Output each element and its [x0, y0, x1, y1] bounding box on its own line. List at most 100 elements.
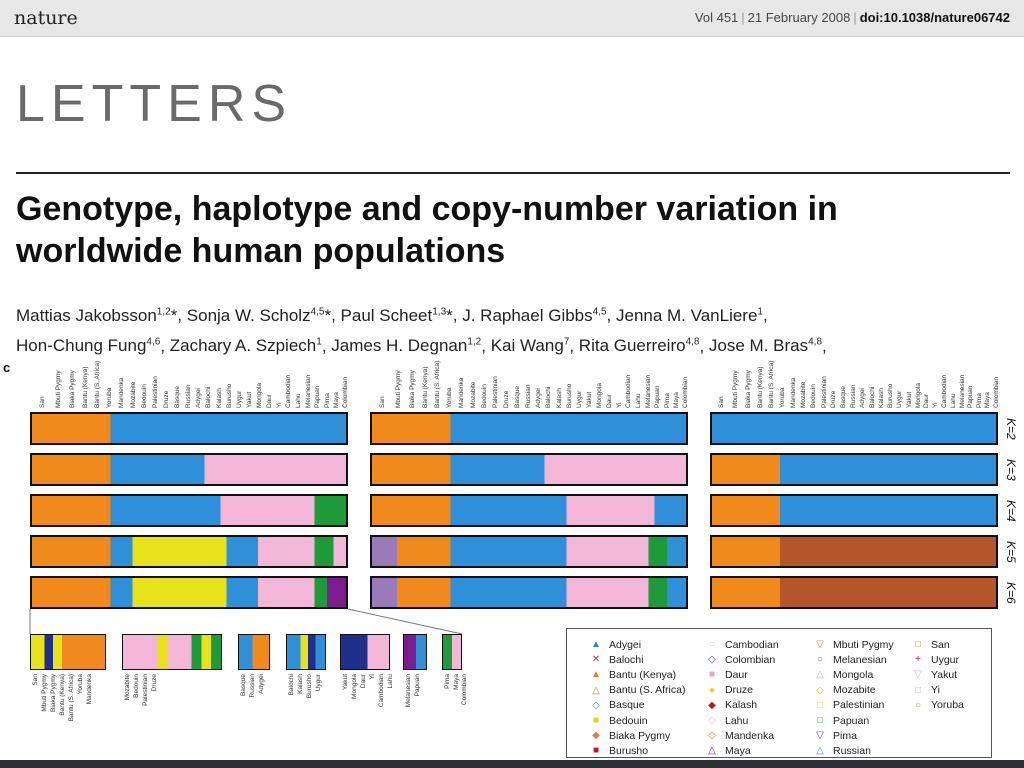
zoom-group-bar: [30, 634, 106, 670]
legend-item: ◇ Mandenka: [705, 728, 779, 743]
legend-marker-icon: ○: [816, 654, 824, 666]
legend-column: ○ Cambodian ◇ Colombian ■ Daur ● Druze ◆ Kalash ◇ L…: [705, 637, 779, 759]
legend-marker-icon: ◆: [592, 730, 600, 742]
legend-label: Biaka Pygmy: [609, 729, 671, 742]
author-name[interactable]: Kai Wang7: [490, 336, 570, 356]
legend-item: + Uygur: [911, 652, 964, 667]
author-name[interactable]: Zachary A. Szpiech1: [169, 336, 322, 356]
legend-label: Maya: [725, 744, 751, 757]
author-affiliation: 1: [316, 336, 322, 348]
legend-item: ○ Yoruba: [911, 698, 964, 713]
legend-column: ▽ Mbuti Pygmy ○ Melanesian △ Mongola ◇ Mozabite…: [813, 637, 894, 759]
legend-marker-icon: ■: [592, 715, 600, 727]
author-name[interactable]: Jose M. Bras4,8: [708, 336, 823, 356]
zoom-population-label: Palestinian: [142, 674, 149, 706]
zoom-population-label: Mandenka: [86, 674, 93, 705]
legend-label: Lahu: [725, 714, 749, 727]
author-name[interactable]: Paul Scheet1,3*: [340, 305, 453, 325]
legend-item: ▽ Pima: [813, 728, 894, 743]
doi-link[interactable]: doi:10.1038/nature06742: [859, 10, 1010, 25]
legend-marker-icon: ◇: [708, 730, 716, 742]
structure-bar-k5-panel3: [710, 535, 998, 568]
legend-item: △ Maya: [705, 743, 779, 758]
author-name[interactable]: Sonja W. Scholz4,5*: [186, 305, 332, 325]
legend-marker-icon: □: [914, 639, 922, 651]
author-name[interactable]: Hon-Chung Fung4,6: [16, 336, 161, 356]
structure-bar-k4-panel3: [710, 494, 998, 527]
legend-marker-icon: ◇: [708, 715, 716, 727]
legend-marker-icon: ○: [914, 699, 922, 711]
legend-column: □ San + Uygur ▽ Yakut □ Yi ○ Yoruba: [911, 637, 964, 713]
author-name[interactable]: Jenna M. VanLiere1: [615, 305, 763, 325]
author-affiliation: 1,2: [156, 306, 171, 317]
zoom-population-label: Bedouin: [133, 674, 140, 698]
legend-item: ■ Bedouin: [589, 713, 685, 728]
article-title: Genotype, haplotype and copy-number vari…: [16, 190, 838, 270]
legend-marker-icon: △: [592, 684, 600, 696]
author-name[interactable]: James H. Degnan1,2: [331, 336, 482, 356]
zoom-population-label: Yoruba: [77, 674, 84, 695]
legend-item: ▲ Bantu (Kenya): [589, 667, 685, 682]
legend-label: Colombian: [725, 653, 776, 666]
zoom-group-labels: Yakut Mongola Daur Yi Cambodian Lahu: [340, 674, 394, 734]
legend-label: San: [931, 638, 950, 651]
viewer-bottom-bar: [0, 760, 1024, 768]
zoom-population-label: Kalash: [297, 674, 304, 694]
legend-label: Pima: [833, 729, 857, 742]
zoom-population-label: San: [32, 674, 39, 686]
legend-label: Uygur: [931, 653, 960, 666]
legend-label: Mbuti Pygmy: [833, 638, 894, 651]
structure-bar-k3-panel2: [370, 453, 688, 486]
legend-item: □ Palestinian: [813, 698, 894, 713]
zoom-population-label: Mozabite: [124, 674, 131, 701]
structure-bar-k2-panel1: [30, 412, 348, 445]
legend-item: ◇ Mozabite: [813, 683, 894, 698]
journal-header: nature Vol 451 | 21 February 2008 | doi:10.1…: [0, 0, 1024, 37]
legend-marker-icon: ◆: [708, 699, 716, 711]
zoom-population-label: Colombian: [461, 674, 469, 706]
zoom-group-labels: Basque Russian Adygei: [238, 674, 270, 734]
zoom-population-label: Papuan: [414, 674, 421, 697]
legend-marker-icon: ▲: [591, 669, 601, 681]
legend-marker-icon: ◇: [816, 684, 824, 696]
legend-label: Melanesian: [833, 653, 887, 666]
structure-bar-k6-panel1: [30, 576, 348, 609]
zoom-population-label: Basque: [240, 674, 247, 697]
zoom-population-label: Russian: [249, 674, 256, 698]
author-name[interactable]: Rita Guerreiro4,8: [578, 336, 700, 356]
legend-label: Yakut: [931, 668, 958, 681]
zoom-population-label: Daur: [360, 674, 367, 689]
legend-marker-icon: □: [914, 684, 922, 696]
legend-item: ▽ Yakut: [911, 667, 964, 682]
zoom-group-bar: [286, 634, 326, 670]
author-affiliation: 1,2: [467, 336, 482, 348]
zoom-population-label: Uygur: [315, 674, 322, 692]
legend-label: Basque: [609, 699, 645, 712]
legend-label: Kalash: [725, 699, 758, 712]
legend-label: Yoruba: [931, 699, 964, 712]
author-name[interactable]: Mattias Jakobsson1,2*: [16, 305, 178, 325]
legend-label: Palestinian: [833, 699, 885, 712]
author-name[interactable]: J. Raphael Gibbs4,5: [462, 305, 607, 325]
legend-marker-icon: △: [816, 669, 824, 681]
zoom-population-label: Bantu (S. Africa): [68, 674, 75, 722]
legend-marker-icon: ○: [708, 639, 716, 651]
zoom-group-bar: [238, 634, 270, 670]
structure-bar-k2-panel3: [710, 412, 998, 445]
legend-item: ■ Daur: [705, 667, 779, 682]
zoom-population-label: Bantu (Kenya): [59, 674, 66, 716]
structure-bar-k5-panel2: [370, 535, 688, 568]
zoom-population-label: Pima: [444, 674, 451, 689]
journal-brand: nature: [14, 7, 78, 29]
legend-label: Papuan: [833, 714, 870, 727]
legend-item: ◇ Colombian: [705, 652, 779, 667]
zoom-group-bar: [442, 634, 462, 670]
legend-item: ● Druze: [705, 683, 779, 698]
issue-date: 21 February 2008: [747, 10, 851, 25]
structure-bar-k5-panel1: [30, 535, 348, 568]
legend-item: △ Bantu (S. Africa): [589, 683, 685, 698]
legend-label: Cambodian: [725, 638, 779, 651]
zoom-group-labels: Pima Maya Colombian: [442, 674, 468, 734]
zoom-population-label: Druze: [151, 674, 158, 692]
